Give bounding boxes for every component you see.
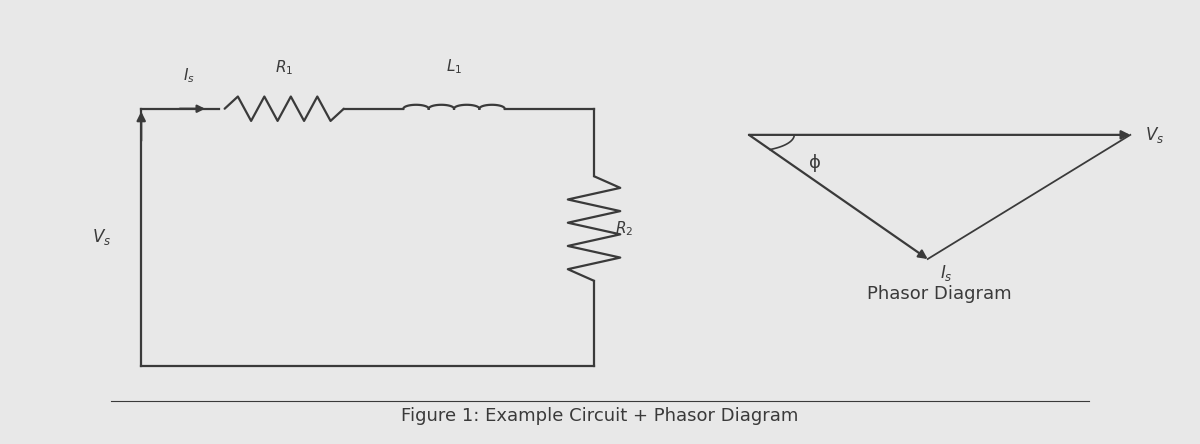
Text: $I_s$: $I_s$ [182, 66, 194, 85]
Text: $R_1$: $R_1$ [275, 59, 293, 77]
Text: Phasor Diagram: Phasor Diagram [868, 285, 1012, 303]
Text: $R_2$: $R_2$ [616, 219, 634, 238]
Text: $I_s$: $I_s$ [940, 263, 953, 283]
Text: Figure 1: Example Circuit + Phasor Diagram: Figure 1: Example Circuit + Phasor Diagr… [401, 407, 799, 425]
Text: ϕ: ϕ [809, 155, 821, 172]
Text: $L_1$: $L_1$ [446, 57, 462, 76]
Text: $V_s$: $V_s$ [1145, 125, 1164, 145]
Text: $V_s$: $V_s$ [92, 227, 112, 247]
